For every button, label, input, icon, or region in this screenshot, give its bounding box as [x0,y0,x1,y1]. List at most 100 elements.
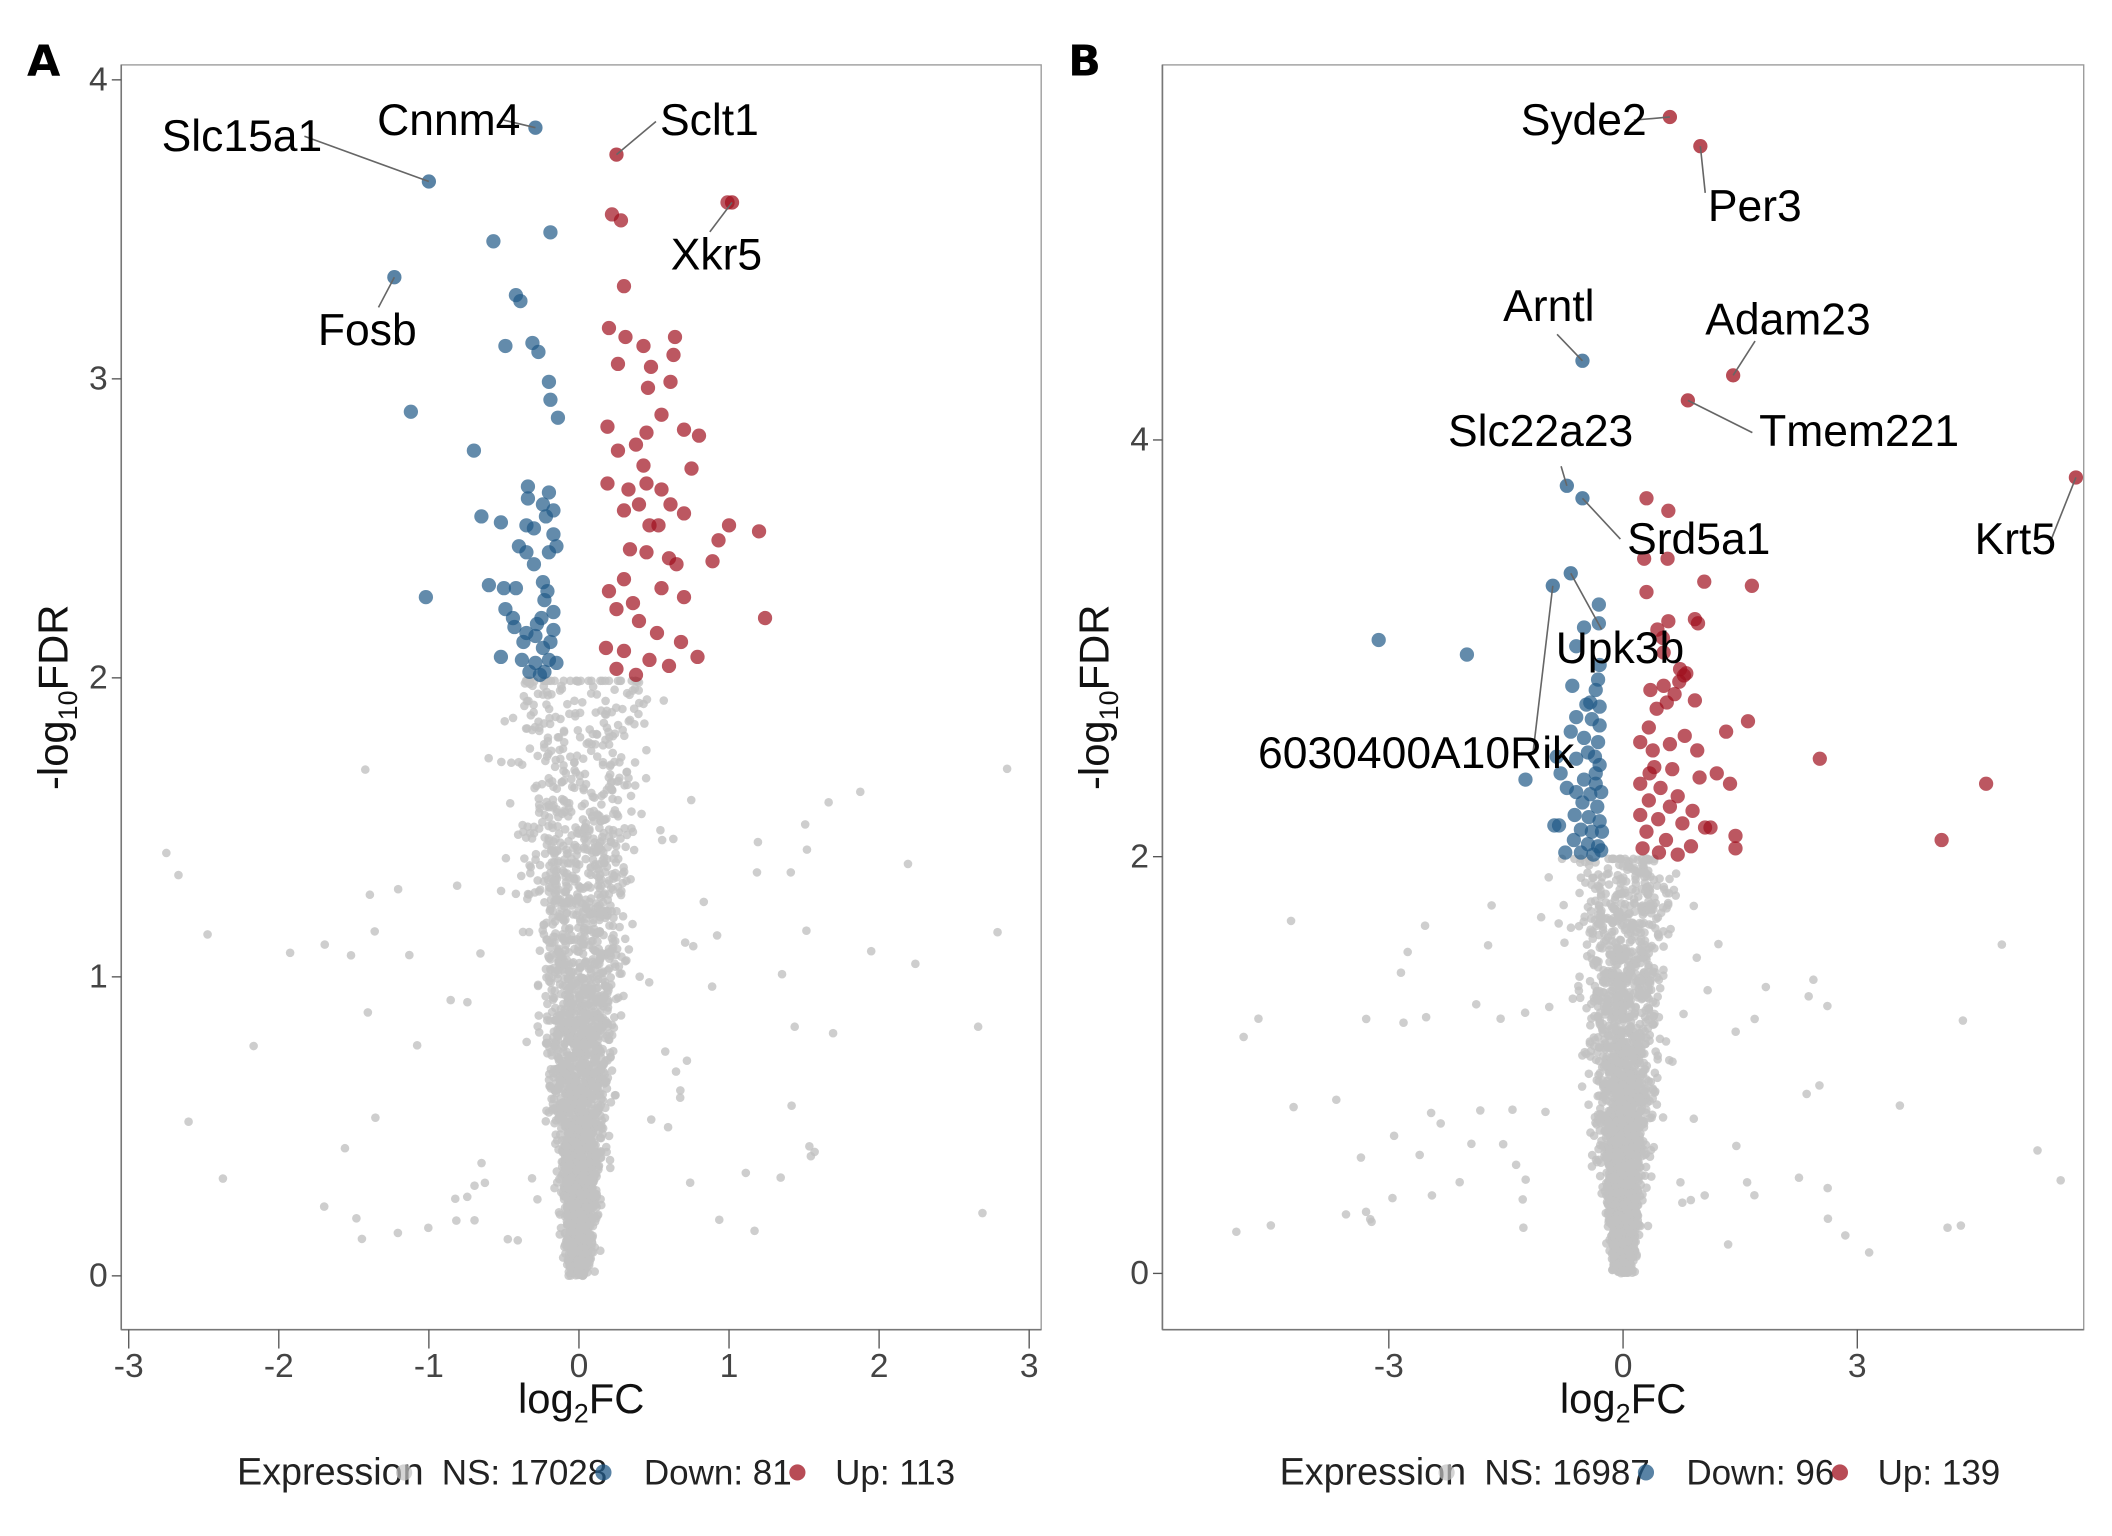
ns-point [587,1203,596,1212]
ns-point [587,676,596,686]
ns-point [587,1034,596,1044]
ns-point [1761,982,1771,992]
ns-point [533,981,543,991]
ns-point [588,1221,598,1231]
up-point [751,524,767,539]
ns-point [575,732,585,742]
ns-point [560,824,570,834]
ns-point [1584,1069,1594,1079]
ns-point [1723,1240,1733,1249]
down-points [403,225,566,682]
ns-point [583,1143,592,1152]
ns-point [1669,885,1679,895]
ns-point [1804,991,1813,1001]
y-tick-label: 4 [1130,422,1149,459]
ns-point [1643,866,1653,876]
ns-point [570,765,579,775]
ns-point [565,676,575,686]
ns-point [1597,1189,1606,1198]
ns-point [606,760,616,769]
ns-point [1475,1106,1485,1115]
x-tick-label: 3 [1020,1348,1039,1385]
ns-point [506,758,516,768]
ns-point [578,934,588,944]
ns-point [639,699,648,709]
ns-point [1341,1210,1351,1219]
ns-point [554,911,563,921]
ns-point [565,923,574,933]
ns-point [570,758,579,767]
ns-point [1689,1114,1699,1124]
ns-point [615,676,625,686]
ns-point [1601,969,1611,978]
ns-point [750,1226,759,1236]
ns-point [547,1051,557,1060]
ns-point [503,1234,513,1244]
ns-point [529,822,539,832]
ns-point [601,1033,610,1043]
ns-point [644,977,654,987]
down-point [514,652,530,668]
ns-point [393,884,403,894]
ns-point [586,1135,596,1145]
labeled-point-slc15a1 [421,174,437,189]
ns-point [534,887,544,896]
down-point [532,667,548,682]
ns-point [548,920,558,929]
ns-point [669,834,678,844]
ns-point [1518,1195,1528,1204]
ns-point [622,830,632,840]
ns-point [642,745,651,755]
ns-point [1420,921,1430,931]
ns-point [752,868,762,877]
ns-point [611,841,621,851]
label-connector [503,119,536,129]
ns-point [544,836,554,846]
ns-point [562,1216,572,1226]
ns-point [1361,1014,1371,1024]
ns-point [686,795,696,805]
ns-point [556,989,566,999]
ns-point [1064,1190,1073,1199]
up-point [654,581,669,596]
ns-point [616,1011,626,1020]
ns-point [552,1086,562,1095]
ns-point [1640,1171,1650,1181]
ns-point [555,1130,565,1139]
ns-point [598,967,608,976]
legend-swatch-up [789,1464,806,1481]
ns-point [641,773,651,783]
ns-point [608,731,618,741]
ns-point [617,886,626,896]
ns-point [500,716,510,726]
ns-point [629,704,639,714]
ns-point [1630,899,1640,909]
down-point [534,610,549,626]
ns-point [564,836,573,846]
ns-point [452,1216,461,1225]
ns-point [578,1233,587,1243]
ns-point [1607,902,1617,912]
up-points [598,195,773,682]
ns-point [577,973,587,983]
ns-point [609,930,618,940]
ns-point [576,883,585,893]
up-point [649,625,665,641]
up-point [616,279,632,294]
ns-point [584,925,594,935]
ns-point [590,1151,600,1160]
ns-point [1467,1139,1476,1149]
ns-point [564,1267,574,1277]
ns-point [563,1255,573,1265]
ns-point [540,897,549,907]
ns-point [542,700,551,709]
ns-point [568,974,577,984]
down-point [528,628,543,644]
ns-point [601,696,610,706]
ns-point [1595,1126,1605,1135]
ns-point [1823,1001,1832,1011]
up-point [598,640,614,656]
legend: Expression NS: 17028 Down: 81 Up: 113 [237,1451,955,1493]
ns-point [581,854,590,864]
